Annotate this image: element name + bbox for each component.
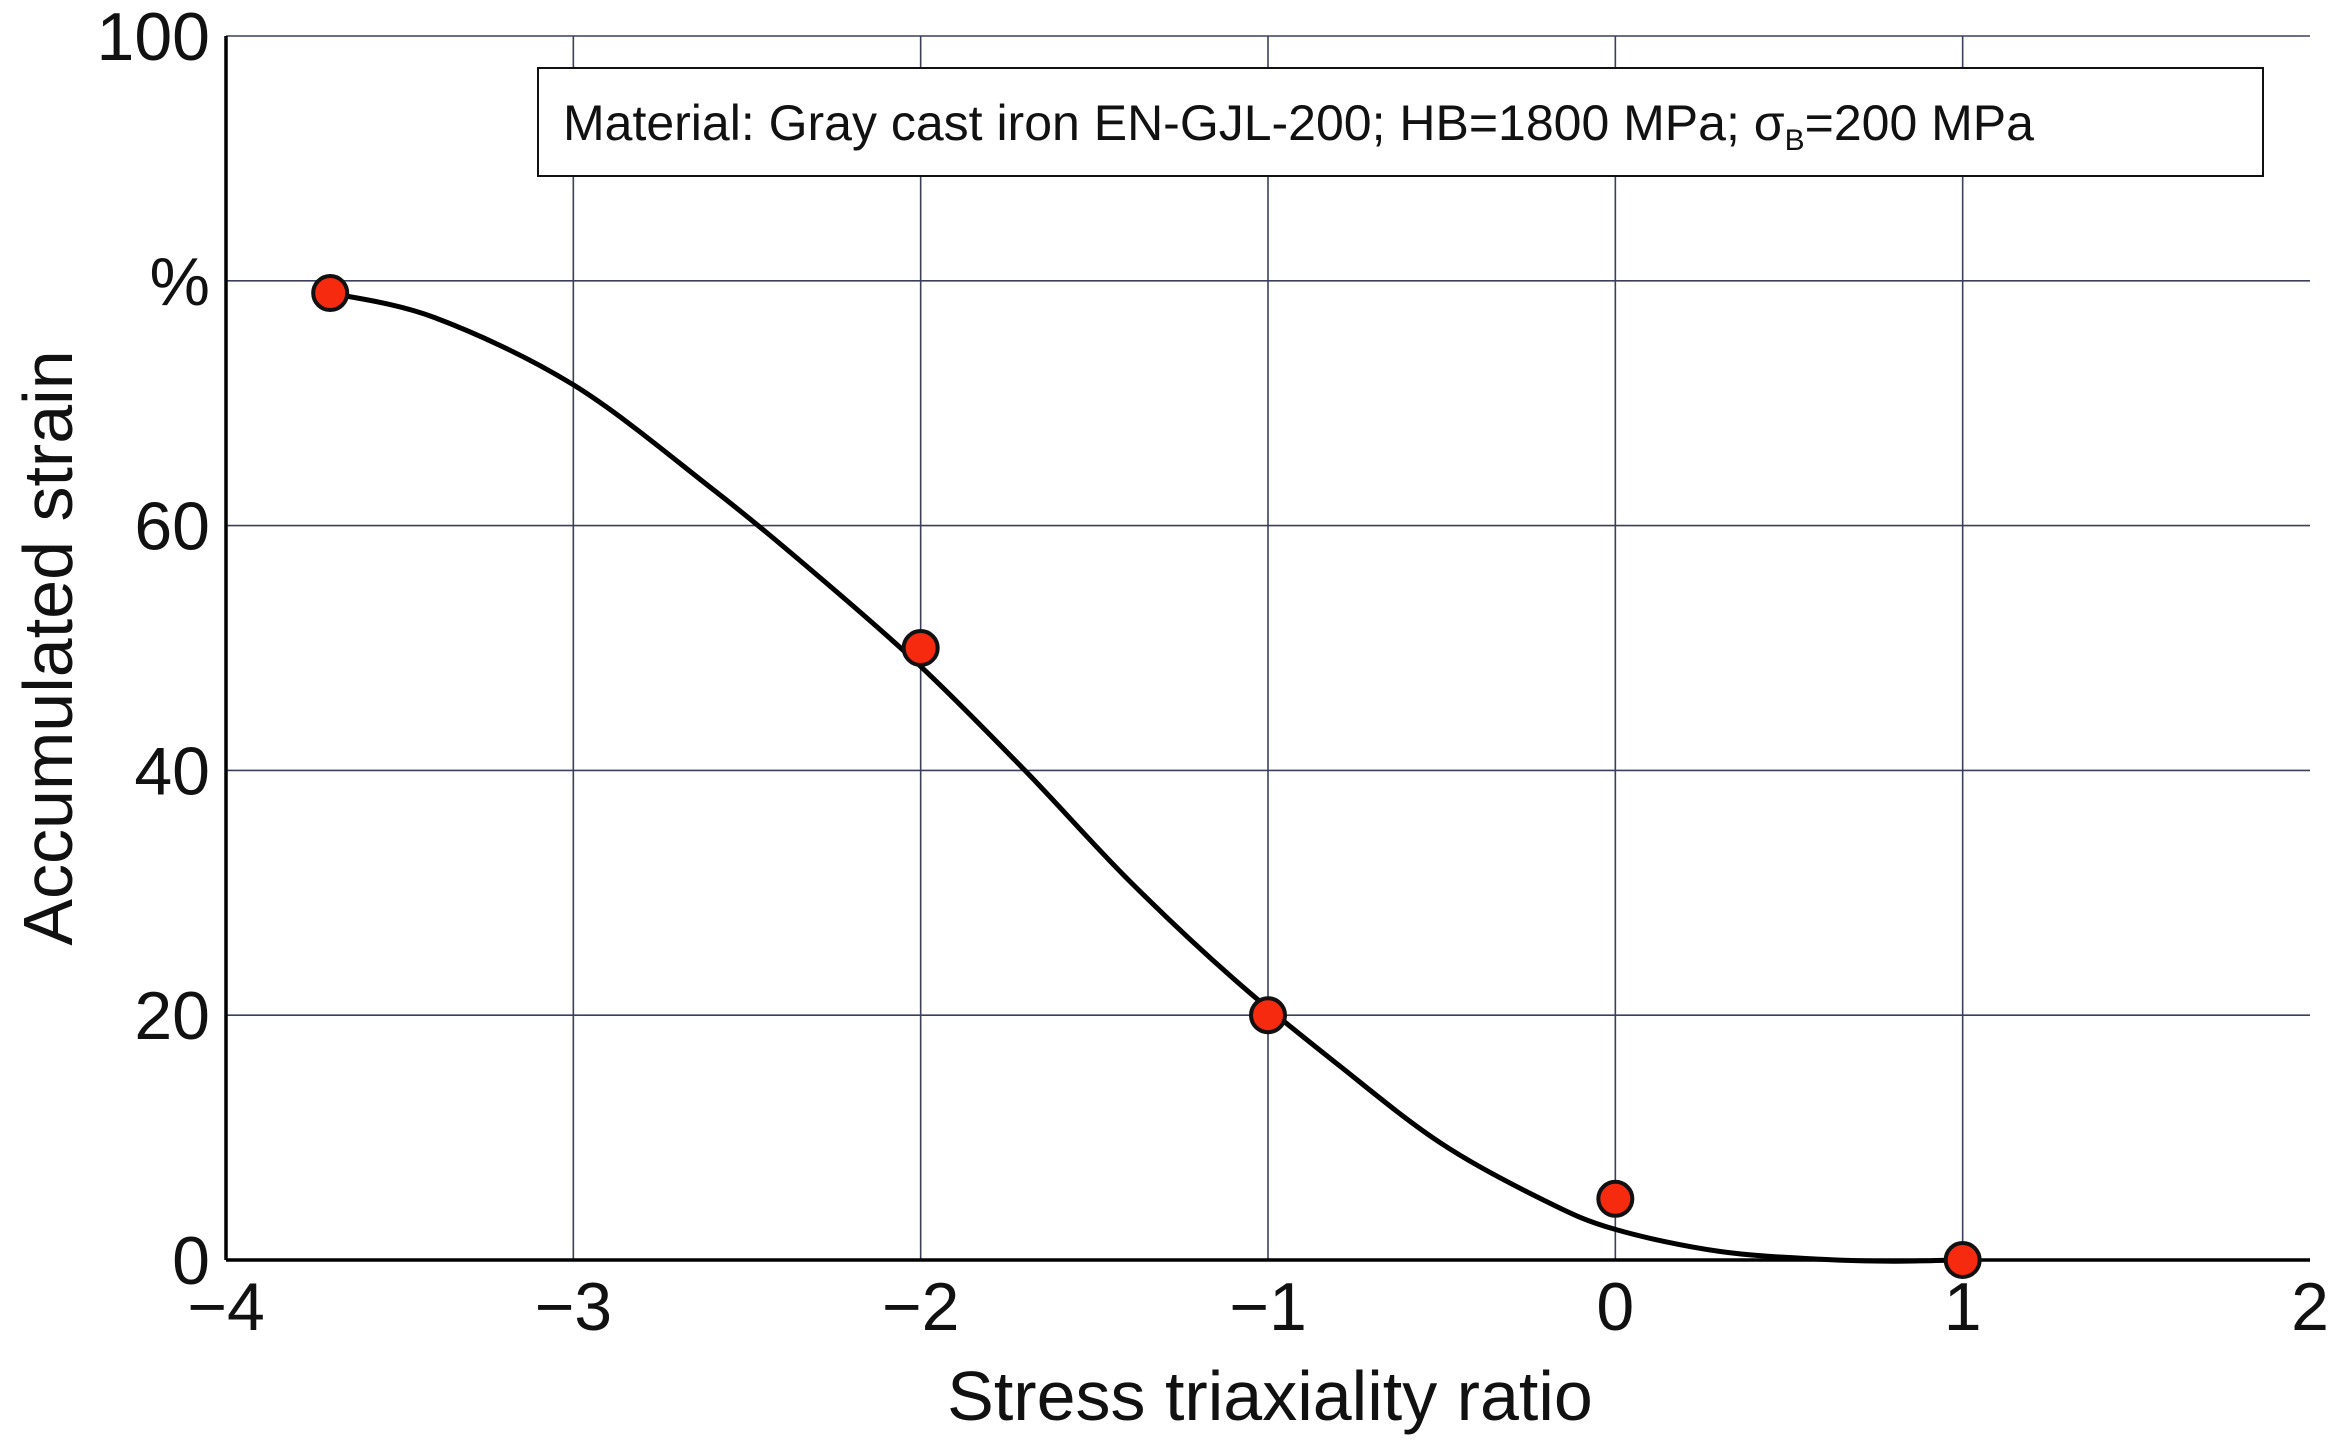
- y-tick-label: 40: [134, 733, 210, 809]
- annotation-sigma: σ: [1754, 95, 1785, 151]
- data-point: [1943, 1241, 1982, 1279]
- data-point: [311, 274, 350, 313]
- data-point: [1249, 996, 1287, 1035]
- x-tick-label: −1: [1229, 1269, 1307, 1345]
- x-tick-label: 0: [1596, 1269, 1634, 1345]
- x-tick-label: −4: [187, 1269, 265, 1345]
- annotation-suffix: =200 MPa: [1805, 95, 2035, 151]
- y-tick-label: 20: [134, 978, 210, 1054]
- annotation-text: Material: Gray cast iron EN-GJL-200; HB=…: [563, 95, 2034, 157]
- annotation-subscript: B: [1785, 124, 1805, 157]
- y-tick-label: 60: [134, 489, 210, 565]
- y-axis-title: Accumulated strain: [9, 350, 87, 945]
- data-point: [1596, 1179, 1635, 1218]
- annotation-frame: [537, 67, 2264, 177]
- data-point: [901, 629, 940, 667]
- y-tick-label: %: [150, 244, 210, 320]
- y-tick-label: 100: [97, 0, 210, 75]
- y-tick-label: 0: [172, 1223, 210, 1299]
- x-tick-label: 2: [2291, 1269, 2329, 1345]
- annotation-prefix: Material: Gray cast iron EN-GJL-200; HB=…: [563, 95, 1754, 151]
- x-tick-label: −3: [535, 1269, 613, 1345]
- data-points: [311, 274, 1982, 1279]
- fit-curve: [329, 290, 1963, 1264]
- x-axis-title: Stress triaxiality ratio: [947, 1357, 1593, 1435]
- x-tick-label: 1: [1944, 1269, 1982, 1345]
- annotation-box: Material: Gray cast iron EN-GJL-200; HB=…: [537, 67, 2264, 177]
- x-tick-label: −2: [882, 1269, 960, 1345]
